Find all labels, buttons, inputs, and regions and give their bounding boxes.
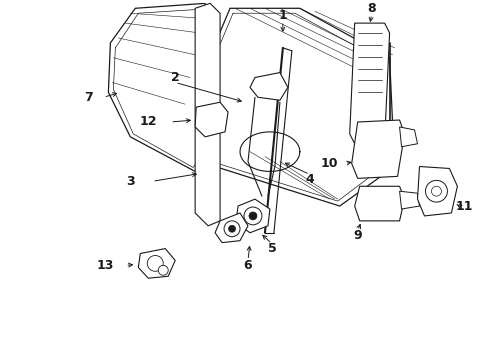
Circle shape: [158, 265, 168, 275]
Circle shape: [228, 225, 236, 232]
Polygon shape: [195, 3, 220, 226]
Polygon shape: [195, 102, 228, 137]
Text: 9: 9: [353, 229, 362, 242]
Text: 6: 6: [244, 259, 252, 272]
Text: 10: 10: [321, 157, 339, 170]
Text: 5: 5: [268, 242, 276, 255]
Text: 1: 1: [278, 9, 287, 22]
Text: 11: 11: [456, 199, 473, 212]
Circle shape: [249, 212, 257, 220]
Polygon shape: [215, 213, 248, 243]
Text: 4: 4: [305, 173, 314, 186]
Circle shape: [244, 207, 262, 225]
Text: 12: 12: [140, 116, 157, 129]
Polygon shape: [236, 199, 270, 233]
Text: 3: 3: [126, 175, 135, 188]
Polygon shape: [250, 73, 288, 100]
Polygon shape: [108, 3, 215, 171]
Text: 8: 8: [368, 2, 376, 15]
Circle shape: [224, 221, 240, 237]
Polygon shape: [355, 186, 405, 221]
Text: 7: 7: [84, 91, 93, 104]
Polygon shape: [205, 8, 394, 206]
Polygon shape: [350, 23, 390, 144]
Polygon shape: [399, 127, 417, 147]
Polygon shape: [352, 120, 405, 178]
Circle shape: [432, 186, 441, 196]
Text: 2: 2: [171, 71, 179, 84]
Polygon shape: [399, 191, 419, 209]
Text: 13: 13: [97, 259, 114, 272]
Polygon shape: [138, 248, 175, 278]
Polygon shape: [417, 166, 457, 216]
Circle shape: [147, 256, 163, 271]
Circle shape: [425, 180, 447, 202]
